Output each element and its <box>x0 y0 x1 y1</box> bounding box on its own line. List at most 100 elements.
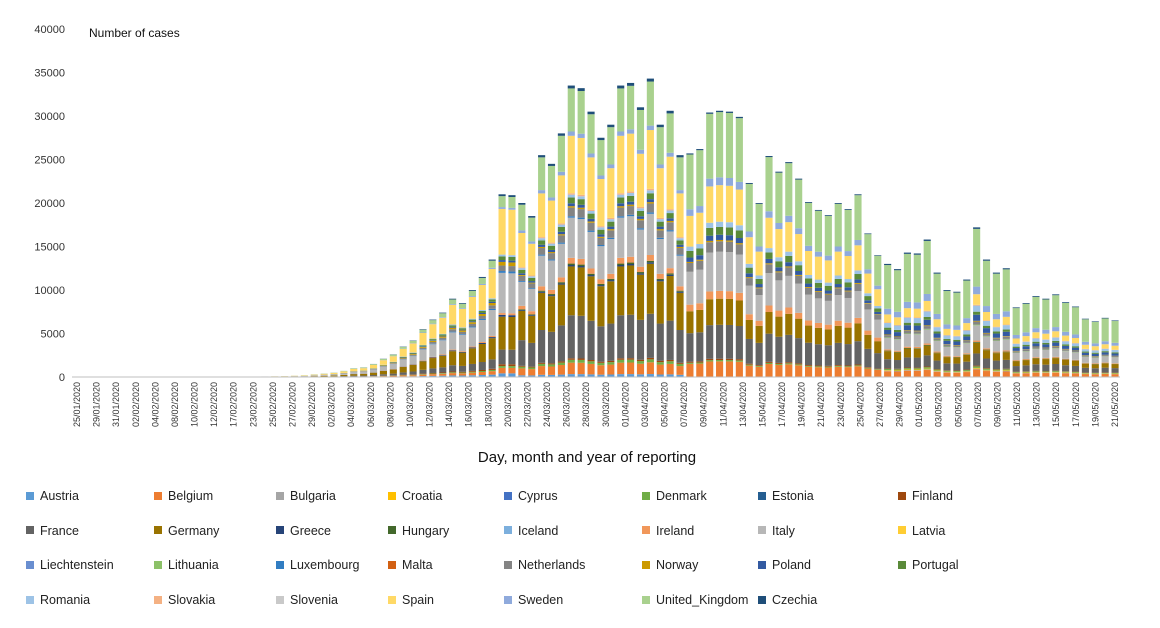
bar-segment-belgium <box>1101 374 1109 377</box>
bar-segment-germany <box>458 352 467 366</box>
bar-segment-norway <box>617 206 625 208</box>
x-axis: 25/01/2020 29/01/2020 31/01/2020 02/02/2020… <box>72 376 1120 427</box>
legend-item-belgium: Belgium <box>154 487 213 505</box>
y-tick-label: 15000 <box>34 242 65 254</box>
x-tick-label: 22/03/2020 <box>522 382 532 427</box>
bar-segment-poland <box>1101 352 1109 355</box>
bar-segment-united_kingdom <box>547 165 556 198</box>
bar-segment-sweden <box>597 175 605 179</box>
bar-segment-denmark <box>805 365 813 367</box>
bar-segment-united_kingdom <box>814 210 823 252</box>
bar-segment-belgium <box>943 372 951 377</box>
x-tick-label: 24/03/2020 <box>542 382 552 427</box>
bar-segment-belgium <box>913 370 921 377</box>
legend-item-poland: Poland <box>758 556 811 574</box>
legend-item-germany: Germany <box>154 522 219 540</box>
bar-segment-germany <box>903 348 911 358</box>
bar-segment-netherlands <box>1071 350 1080 353</box>
bar-segment-lithuania <box>913 333 921 335</box>
bar-segment-portugal <box>508 256 516 261</box>
bar-segment-france <box>369 375 378 377</box>
bar-segment-portugal <box>735 230 743 239</box>
bar-segment-netherlands <box>409 354 417 356</box>
bar-segment-united_kingdom <box>607 127 615 165</box>
bar-segment-germany <box>1052 358 1060 364</box>
bar-segment-germany <box>399 366 407 373</box>
bar-segment-portugal <box>992 331 1000 334</box>
bar-segment-finland <box>716 358 724 361</box>
bar-segment-italy <box>785 275 793 308</box>
bar-segment-slovakia <box>676 237 684 239</box>
bar-segment-poland <box>943 340 951 345</box>
bar-segment-romania <box>943 335 951 340</box>
bar-segment-italy <box>755 295 763 321</box>
bar-segment-denmark <box>518 366 526 369</box>
bar-segment-sweden <box>805 245 813 251</box>
bar-segment-ireland <box>884 349 892 351</box>
bar-segment-belgium <box>508 367 516 374</box>
bar-segment-poland <box>903 325 911 331</box>
bar-segment-italy <box>360 371 368 374</box>
bar-segment-netherlands <box>973 321 981 325</box>
bar-segment-luxembourg <box>547 259 556 261</box>
bar-segment-portugal <box>1101 351 1109 353</box>
bar-segment-germany <box>1012 361 1020 367</box>
bar-segment-finland <box>725 358 734 361</box>
bar-segment-germany <box>716 298 724 325</box>
bar-segment-luxembourg <box>508 271 516 274</box>
bar-segment-netherlands <box>765 264 773 274</box>
bar-segment-netherlands <box>735 244 743 255</box>
bar-segment-italy <box>350 372 358 374</box>
bar-segment-spain <box>716 185 724 222</box>
bar-segment-france <box>1042 364 1050 372</box>
bar-segment-spain <box>982 312 991 321</box>
bar-segment-spain <box>1012 338 1020 344</box>
bar-segment-denmark <box>627 359 635 363</box>
bar-segment-czechia <box>973 227 981 229</box>
bar-segment-poland <box>1091 353 1099 357</box>
bar-segment-lithuania <box>933 340 941 341</box>
bar-segment-belgium <box>824 367 832 377</box>
legend-label: Iceland <box>518 523 559 538</box>
bar-segment-belgium <box>478 372 486 375</box>
bar-segment-sweden <box>1062 331 1070 336</box>
bar-segment-slovakia <box>636 206 645 209</box>
bar-segment-hungary <box>636 272 645 274</box>
x-tick-label: 10/02/2020 <box>190 382 200 427</box>
bar-segment-greece <box>538 291 546 293</box>
bar-segment-finland <box>458 371 467 373</box>
bar-segment-romania <box>1091 350 1099 353</box>
bar-segment-ireland <box>844 322 852 328</box>
bar-segment-hungary <box>627 262 635 265</box>
bar-segment-italy <box>538 255 546 287</box>
bar-segment-france <box>1081 367 1089 373</box>
bar-segment-netherlands <box>518 275 526 281</box>
bar-segment-portugal <box>795 265 803 272</box>
bar-segment-sweden <box>963 318 971 324</box>
bar-segment-sweden <box>903 301 911 309</box>
bar-segment-norway <box>508 262 516 267</box>
bar-segment-sweden <box>696 206 704 213</box>
bar-segment-poland <box>429 340 437 341</box>
bar-segment-germany <box>597 286 605 327</box>
bar-segment-united_kingdom <box>696 150 704 207</box>
bar-segment-germany <box>1042 359 1050 365</box>
bar-segment-denmark <box>864 367 872 369</box>
bar-segment-austria <box>577 374 585 377</box>
bar-segment-spain <box>834 251 842 276</box>
bar-segment-france <box>409 371 417 375</box>
bar-segment-czechia <box>745 182 753 184</box>
bar-segment-sweden <box>1032 328 1040 333</box>
bar-segment-belgium <box>745 365 753 377</box>
bar-segment-france <box>488 359 496 369</box>
bar-segment-united_kingdom <box>775 172 783 224</box>
bar-segment-spain <box>636 153 645 207</box>
bar-segment-ireland <box>745 314 753 320</box>
legend-item-malta: Malta <box>388 556 433 574</box>
bar-segment-romania <box>666 210 674 214</box>
bar-segment-poland <box>706 235 714 241</box>
x-tick-label: 12/03/2020 <box>425 382 435 427</box>
bar-segment-ireland <box>854 317 862 324</box>
bar-segment-poland <box>735 238 743 244</box>
bar-segment-lithuania <box>1002 338 1010 340</box>
